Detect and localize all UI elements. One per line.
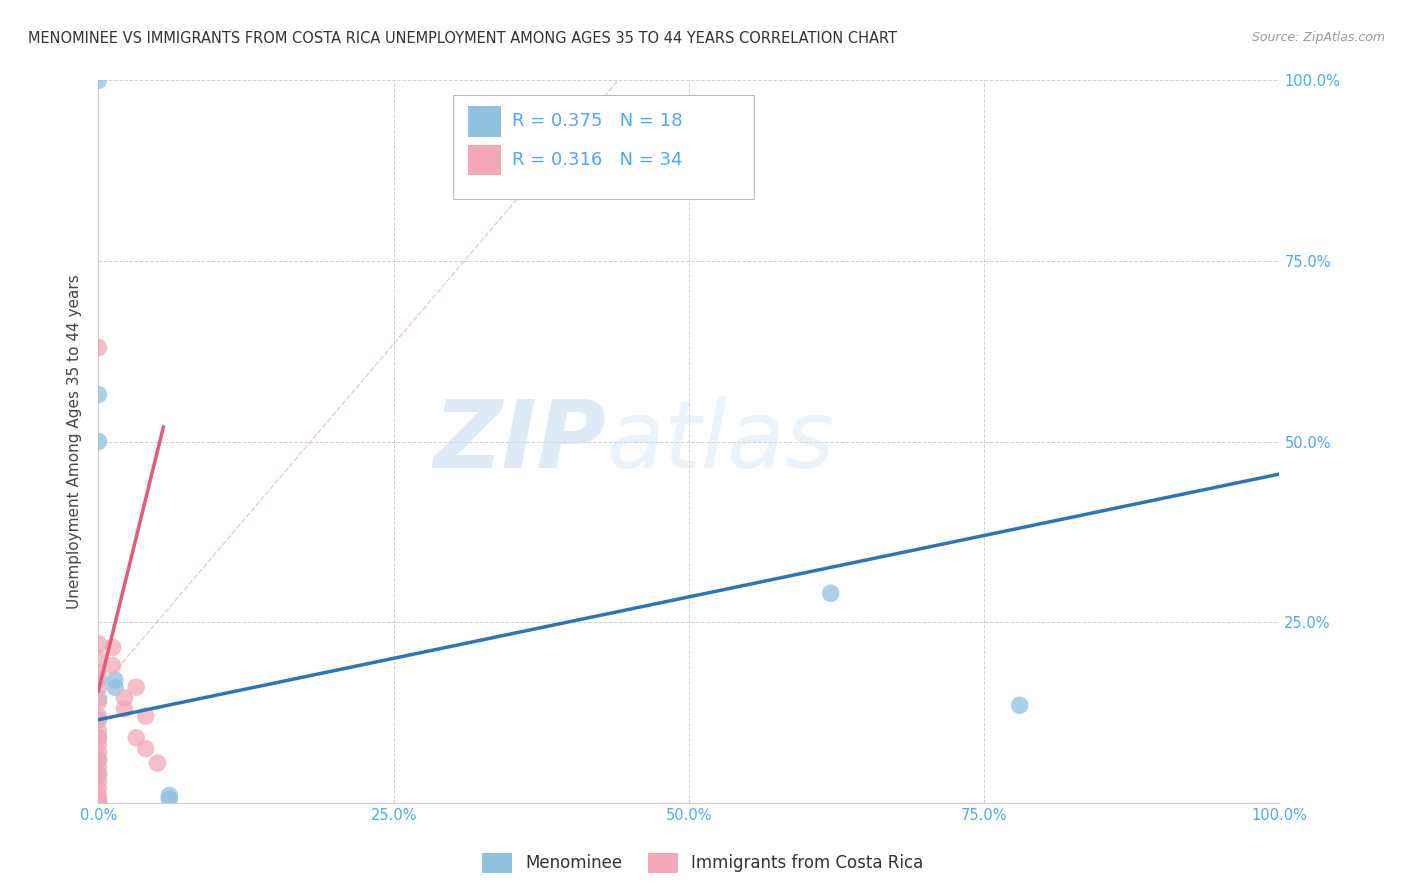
- Text: MENOMINEE VS IMMIGRANTS FROM COSTA RICA UNEMPLOYMENT AMONG AGES 35 TO 44 YEARS C: MENOMINEE VS IMMIGRANTS FROM COSTA RICA …: [28, 31, 897, 46]
- FancyBboxPatch shape: [468, 106, 501, 136]
- Point: [125, 680, 148, 694]
- Point: [157, 789, 180, 803]
- FancyBboxPatch shape: [453, 95, 754, 200]
- Point: [87, 774, 110, 789]
- Point: [135, 709, 157, 723]
- Point: [87, 796, 110, 810]
- Point: [87, 731, 110, 745]
- Point: [87, 673, 110, 687]
- Point: [87, 752, 110, 766]
- Point: [87, 637, 110, 651]
- Point: [1008, 698, 1031, 713]
- Text: atlas: atlas: [606, 396, 835, 487]
- Point: [87, 752, 110, 766]
- Point: [112, 702, 135, 716]
- Point: [104, 673, 127, 687]
- Text: R = 0.375   N = 18: R = 0.375 N = 18: [512, 112, 682, 130]
- Point: [104, 680, 127, 694]
- Point: [87, 723, 110, 738]
- Point: [112, 691, 135, 706]
- Point: [87, 796, 110, 810]
- Text: Source: ZipAtlas.com: Source: ZipAtlas.com: [1251, 31, 1385, 45]
- Point: [87, 680, 110, 694]
- Text: ZIP: ZIP: [433, 395, 606, 488]
- Point: [87, 434, 110, 449]
- Point: [87, 789, 110, 803]
- Point: [87, 796, 110, 810]
- Point: [87, 767, 110, 781]
- Point: [87, 738, 110, 752]
- Text: R = 0.316   N = 34: R = 0.316 N = 34: [512, 151, 682, 169]
- Point: [125, 731, 148, 745]
- Point: [87, 796, 110, 810]
- Point: [87, 691, 110, 706]
- Point: [87, 760, 110, 774]
- Point: [87, 665, 110, 680]
- Legend: Menominee, Immigrants from Costa Rica: Menominee, Immigrants from Costa Rica: [475, 847, 931, 880]
- Point: [87, 341, 110, 355]
- Point: [135, 741, 157, 756]
- Point: [157, 792, 180, 806]
- Y-axis label: Unemployment Among Ages 35 to 44 years: Unemployment Among Ages 35 to 44 years: [67, 274, 83, 609]
- Point: [87, 387, 110, 401]
- Point: [87, 767, 110, 781]
- Point: [87, 651, 110, 665]
- Point: [87, 745, 110, 759]
- FancyBboxPatch shape: [468, 145, 501, 175]
- Point: [87, 796, 110, 810]
- Point: [87, 792, 110, 806]
- Point: [820, 586, 842, 600]
- Point: [87, 695, 110, 709]
- Point: [87, 731, 110, 745]
- Point: [87, 713, 110, 727]
- Point: [87, 781, 110, 796]
- Point: [87, 709, 110, 723]
- Point: [146, 756, 169, 770]
- Point: [101, 640, 124, 655]
- Point: [87, 796, 110, 810]
- Point: [87, 73, 110, 87]
- Point: [87, 796, 110, 810]
- Point: [101, 658, 124, 673]
